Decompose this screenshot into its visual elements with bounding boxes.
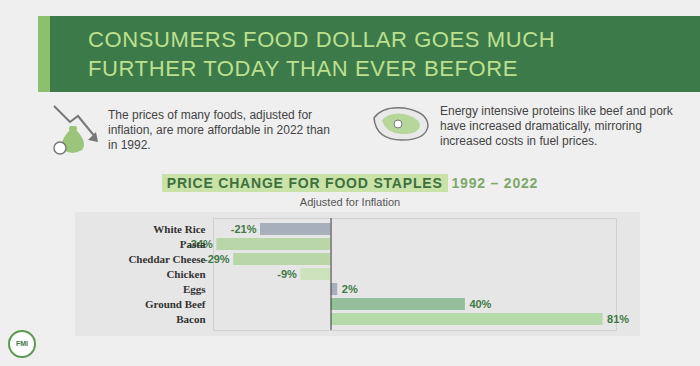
svg-text:Ground Beef: Ground Beef	[145, 298, 206, 310]
svg-text:40%: 40%	[469, 298, 491, 310]
html-text:PRICE CHANGE FOR FOOD STAPLES: PRICE CHANGE FOR FOOD STAPLES	[166, 175, 443, 191]
svg-text:81%: 81%	[607, 313, 629, 325]
svg-text:Cheddar Cheese: Cheddar Cheese	[128, 253, 205, 265]
svg-text:2%: 2%	[342, 283, 358, 295]
html-text:FMI: FMI	[16, 340, 28, 347]
svg-text:Pasta: Pasta	[180, 238, 206, 250]
html-text:CONSUMERS FOOD DOLLAR GOES MUC: CONSUMERS FOOD DOLLAR GOES MUCH	[88, 27, 556, 52]
html-text:Energy intensive proteins like: Energy intensive proteins like beef and …	[440, 104, 673, 148]
html-text:Adjusted for Inflation: Adjusted for Inflation	[299, 196, 401, 208]
svg-text:-9%: -9%	[277, 268, 297, 280]
svg-text:Bacon: Bacon	[176, 313, 205, 325]
svg-text:-21%: -21%	[231, 223, 257, 235]
svg-text:White Rice: White Rice	[153, 223, 205, 235]
svg-text:-29%: -29%	[204, 253, 230, 265]
html-text:The prices of many foods, adju: The prices of many foods, adjusted for i…	[108, 108, 330, 152]
html-text:FURTHER TODAY THAN EVER BEFORE: FURTHER TODAY THAN EVER BEFORE	[88, 56, 518, 81]
html-text:1992 – 2022: 1992 – 2022	[451, 175, 539, 191]
svg-text:Eggs: Eggs	[183, 283, 206, 295]
svg-text:Chicken: Chicken	[166, 268, 205, 280]
